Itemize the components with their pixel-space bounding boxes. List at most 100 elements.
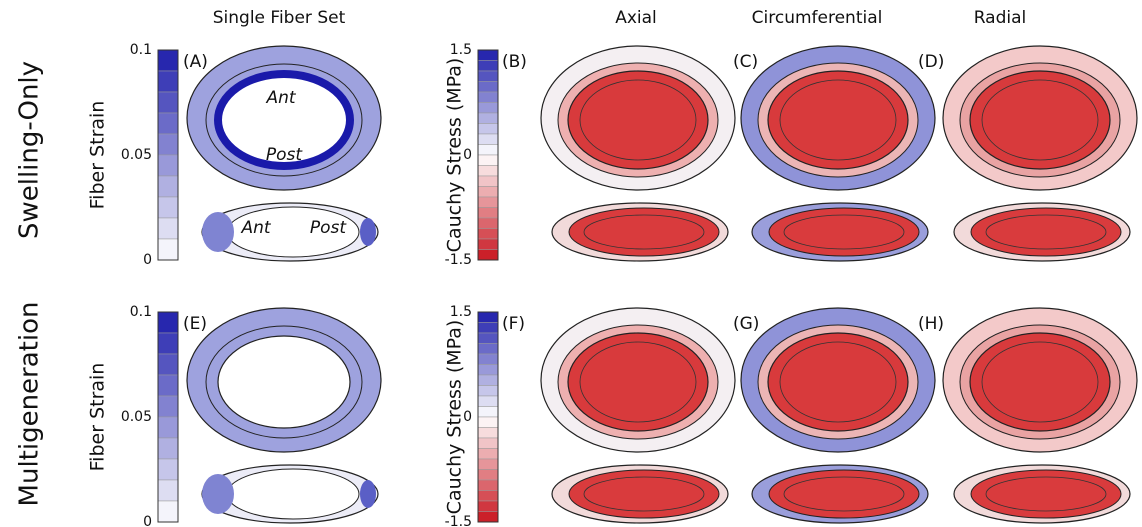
annotation: Ant bbox=[265, 88, 296, 108]
panel-label: (A) bbox=[183, 52, 208, 72]
colorbar-segment bbox=[478, 365, 498, 376]
colorbar-segment bbox=[158, 176, 178, 197]
colorbar-segment bbox=[158, 92, 178, 113]
disc-inner bbox=[568, 71, 708, 169]
colorbar-segment bbox=[478, 176, 498, 187]
row-label: Swelling-Only bbox=[15, 61, 45, 239]
panel-label: (B) bbox=[502, 52, 527, 72]
colorbar-segment bbox=[158, 480, 178, 501]
colorbar-segment bbox=[478, 250, 498, 261]
colorbar-segment bbox=[478, 229, 498, 240]
colorbar-segment bbox=[478, 145, 498, 156]
colorbar-segment bbox=[478, 187, 498, 198]
figure: Single Fiber Set Axial Circumferential Radi… bbox=[0, 0, 1142, 527]
panel-label: (G) bbox=[733, 314, 759, 334]
colorbar-tick-label: 0 bbox=[143, 514, 152, 527]
column-header: Radial bbox=[974, 8, 1027, 28]
colorbar-segment bbox=[158, 459, 178, 480]
colorbar-segment bbox=[158, 312, 178, 333]
colorbar-segment bbox=[478, 166, 498, 177]
colorbar-segment bbox=[158, 417, 178, 438]
colorbar-segment bbox=[158, 354, 178, 375]
colorbar-segment bbox=[158, 197, 178, 218]
colorbar-segment bbox=[478, 354, 498, 365]
colorbar-segment bbox=[158, 501, 178, 522]
disc-inner bbox=[768, 71, 908, 169]
column-header: Axial bbox=[615, 8, 657, 28]
colorbar-segment bbox=[478, 50, 498, 61]
colorbar-segment bbox=[478, 344, 498, 355]
colorbar-segment bbox=[478, 407, 498, 418]
colorbar-segment bbox=[158, 438, 178, 459]
colorbar-segment bbox=[158, 113, 178, 134]
colorbar-segment bbox=[478, 386, 498, 397]
colorbar-tick-label: -1.5 bbox=[445, 252, 472, 268]
colorbar-segment bbox=[478, 459, 498, 470]
annotation: Ant bbox=[240, 218, 271, 238]
colorbar-segment bbox=[478, 92, 498, 103]
colorbar-segment bbox=[478, 470, 498, 481]
colorbar-segment bbox=[478, 113, 498, 124]
disc-inner bbox=[768, 333, 908, 431]
colorbar-segment bbox=[478, 218, 498, 229]
colorbar-title: Fiber Strain bbox=[87, 101, 109, 210]
colorbar-tick-label: -1.5 bbox=[445, 514, 472, 527]
colorbar-segment bbox=[158, 71, 178, 92]
colorbar-segment bbox=[478, 501, 498, 512]
colorbar-segment bbox=[478, 208, 498, 219]
annotation: Post bbox=[310, 218, 348, 238]
disc-hole bbox=[218, 336, 350, 428]
colorbar-segment bbox=[478, 197, 498, 208]
colorbar-segment bbox=[478, 375, 498, 386]
colorbar-segment bbox=[478, 134, 498, 145]
colorbar-title: Fiber Strain bbox=[87, 363, 109, 472]
colorbar-segment bbox=[478, 396, 498, 407]
colorbar-segment bbox=[158, 134, 178, 155]
colorbar-title: Cauchy Stress (MPa) bbox=[444, 320, 466, 515]
colorbar-title: Cauchy Stress (MPa) bbox=[444, 58, 466, 253]
panel-label: (E) bbox=[183, 314, 207, 334]
colorbar-tick-label: 0.1 bbox=[130, 42, 152, 58]
disc-inner bbox=[970, 333, 1110, 431]
colorbar-segment bbox=[158, 155, 178, 176]
row-label: Multigeneration bbox=[15, 302, 45, 507]
colorbar-segment bbox=[478, 480, 498, 491]
panel-label: (C) bbox=[733, 52, 758, 72]
side-cap-right bbox=[360, 480, 376, 508]
colorbar-segment bbox=[478, 155, 498, 166]
disc-inner bbox=[970, 71, 1110, 169]
colorbar-segment bbox=[478, 417, 498, 428]
side-cap-left bbox=[202, 212, 234, 252]
colorbar-segment bbox=[158, 50, 178, 71]
colorbar-tick-label: 0.1 bbox=[130, 304, 152, 320]
disc-inner bbox=[568, 333, 708, 431]
colorbar-segment bbox=[478, 124, 498, 135]
colorbar-segment bbox=[158, 375, 178, 396]
colorbar-segment bbox=[478, 71, 498, 82]
colorbar-tick-label: 1.5 bbox=[450, 304, 472, 320]
annotation: Post bbox=[266, 145, 304, 165]
panel-label: (H) bbox=[918, 314, 944, 334]
colorbar-segment bbox=[158, 239, 178, 260]
side-cap-right bbox=[360, 218, 376, 246]
column-header: Single Fiber Set bbox=[213, 8, 346, 28]
colorbar-segment bbox=[158, 396, 178, 417]
colorbar-segment bbox=[478, 428, 498, 439]
colorbar-segment bbox=[478, 312, 498, 323]
colorbar-tick-label: 0.05 bbox=[121, 147, 152, 163]
panel-label: (D) bbox=[918, 52, 944, 72]
colorbar-tick-label: 0 bbox=[143, 252, 152, 268]
colorbar-segment bbox=[478, 82, 498, 93]
panel-label: (F) bbox=[502, 314, 525, 334]
colorbar-segment bbox=[478, 438, 498, 449]
side-hole bbox=[227, 469, 359, 519]
side-cap-left bbox=[202, 474, 234, 514]
colorbar-segment bbox=[478, 449, 498, 460]
colorbar-segment bbox=[478, 323, 498, 334]
colorbar-tick-label: 1.5 bbox=[450, 42, 472, 58]
colorbar-tick-label: 0.05 bbox=[121, 409, 152, 425]
column-header: Circumferential bbox=[752, 8, 883, 28]
colorbar-segment bbox=[478, 61, 498, 72]
colorbar-segment bbox=[158, 218, 178, 239]
colorbar-segment bbox=[478, 103, 498, 114]
